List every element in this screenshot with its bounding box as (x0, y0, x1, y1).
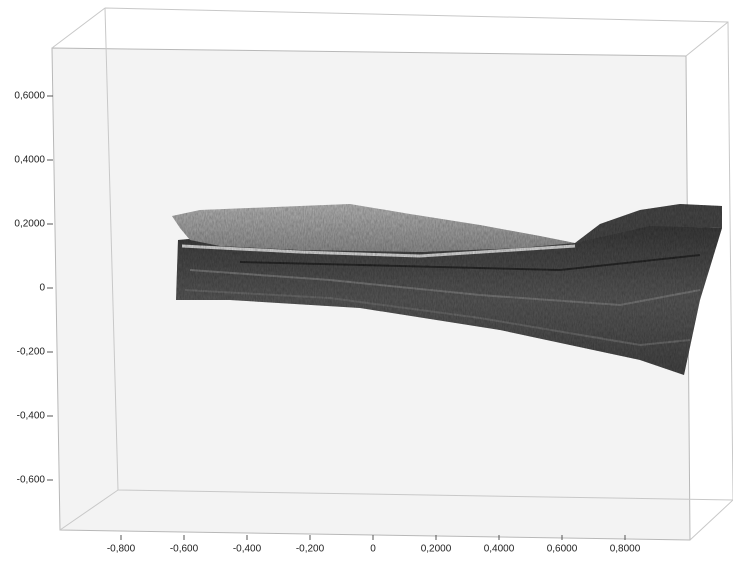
y-tick-label: 0,6000 (14, 91, 45, 102)
box-edge (51, 7, 106, 49)
x-tick-label: 0 (370, 544, 376, 555)
x-tick-label: -0,800 (107, 544, 136, 555)
surface-ridge (239, 254, 701, 272)
surface-fringe (575, 204, 722, 243)
x-tick-label: -0,600 (170, 544, 199, 555)
x-tick-label: -0,200 (296, 544, 325, 555)
back-face (104, 7, 733, 501)
y-tick-label: -0,200 (17, 347, 46, 358)
y-tick-label: -0,400 (17, 411, 46, 422)
surface-ridge (184, 289, 691, 347)
box-edge (689, 499, 733, 541)
y-tick-label: 0 (39, 283, 45, 294)
y-tick-label: -0,600 (17, 475, 46, 486)
x-tick-label: 0,8000 (610, 544, 641, 555)
y-tick-label: 0,2000 (14, 219, 45, 230)
box-edge (59, 489, 119, 531)
surface-edge (181, 244, 576, 258)
surface-body (176, 225, 722, 375)
box-edge (685, 21, 729, 57)
x-tick-label: 0,6000 (547, 544, 578, 555)
x-tick-label: 0,2000 (421, 544, 452, 555)
surface (172, 204, 722, 375)
surface-top (172, 204, 575, 252)
x-tick-label: -0,400 (233, 544, 262, 555)
y-tick-label: 0,4000 (14, 155, 45, 166)
x-tick-label: 0,4000 (484, 544, 515, 555)
surface-ridge (189, 269, 701, 307)
